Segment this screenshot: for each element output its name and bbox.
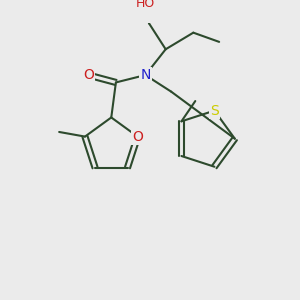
Text: HO: HO (136, 0, 155, 10)
Text: S: S (210, 103, 219, 118)
Text: O: O (132, 130, 143, 144)
Text: N: N (140, 68, 151, 82)
Text: O: O (83, 68, 94, 82)
